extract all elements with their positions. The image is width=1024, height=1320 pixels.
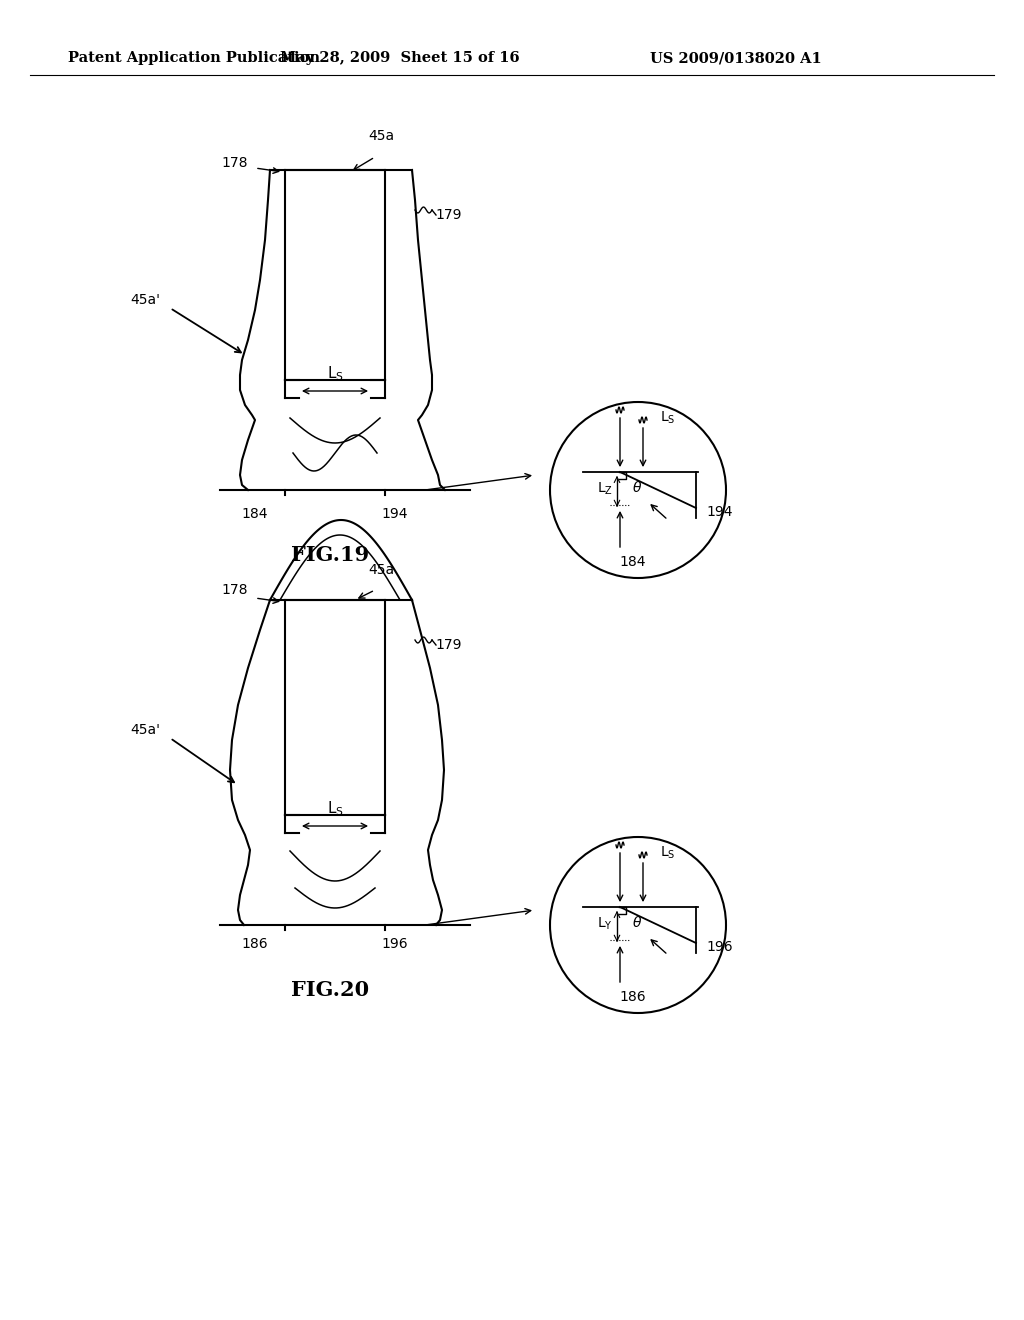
- Text: L$_\mathrm{Y}$: L$_\mathrm{Y}$: [597, 915, 613, 932]
- Text: FIG.19: FIG.19: [291, 545, 369, 565]
- Text: 45a': 45a': [130, 723, 160, 737]
- Text: 45a: 45a: [368, 564, 394, 577]
- Text: $\theta$: $\theta$: [632, 915, 642, 931]
- Text: 179: 179: [435, 638, 462, 652]
- Text: L$_\mathrm{S}$: L$_\mathrm{S}$: [327, 800, 343, 818]
- Text: US 2009/0138020 A1: US 2009/0138020 A1: [650, 51, 821, 65]
- Text: 178: 178: [221, 156, 248, 170]
- Text: 196: 196: [706, 940, 732, 954]
- Text: 186: 186: [620, 990, 646, 1005]
- Text: FIG.20: FIG.20: [291, 979, 369, 1001]
- Text: 194: 194: [382, 507, 409, 521]
- Text: 179: 179: [435, 209, 462, 222]
- Text: 184: 184: [242, 507, 268, 521]
- Text: 194: 194: [706, 506, 732, 519]
- Text: $\theta$: $\theta$: [632, 480, 642, 495]
- Text: 196: 196: [382, 937, 409, 950]
- Text: 186: 186: [242, 937, 268, 950]
- Text: May 28, 2009  Sheet 15 of 16: May 28, 2009 Sheet 15 of 16: [281, 51, 520, 65]
- Text: 184: 184: [620, 554, 646, 569]
- Text: 45a: 45a: [368, 129, 394, 143]
- Text: 178: 178: [221, 583, 248, 597]
- Text: L$_\mathrm{S}$: L$_\mathrm{S}$: [327, 364, 343, 383]
- Text: 45a': 45a': [130, 293, 160, 308]
- Text: L$_\mathrm{Z}$: L$_\mathrm{Z}$: [597, 480, 613, 496]
- Text: L$_\mathrm{S}$: L$_\mathrm{S}$: [660, 845, 676, 861]
- Text: Patent Application Publication: Patent Application Publication: [68, 51, 319, 65]
- Text: L$_\mathrm{S}$: L$_\mathrm{S}$: [660, 409, 676, 426]
